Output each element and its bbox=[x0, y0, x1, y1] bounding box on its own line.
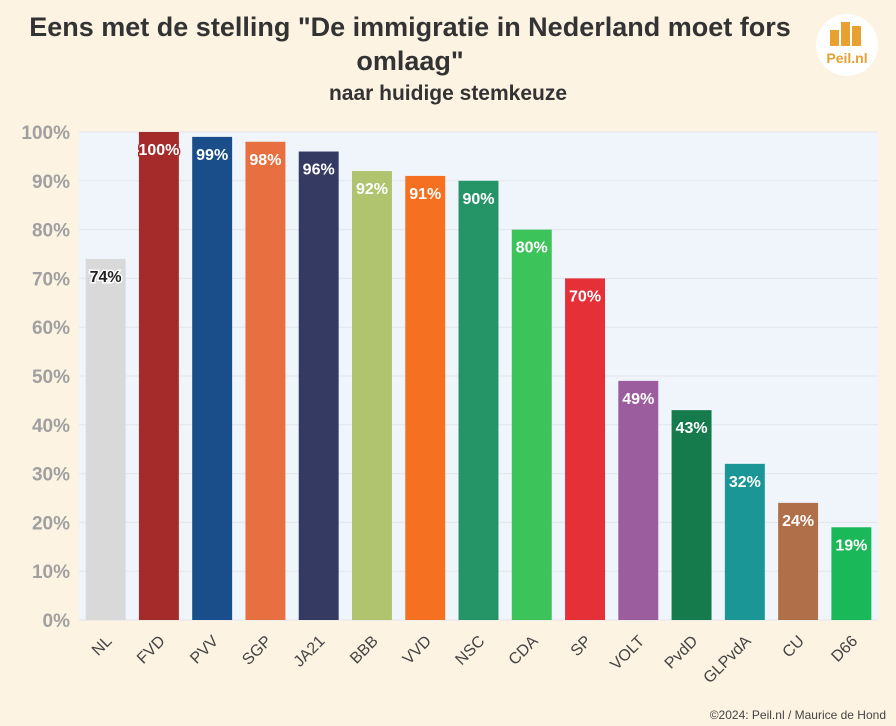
bar bbox=[245, 141, 286, 620]
data-label: 70% bbox=[569, 288, 601, 305]
bar bbox=[618, 380, 659, 620]
bar bbox=[458, 180, 499, 621]
chart-subtitle: naar huidige stemkeuze bbox=[328, 82, 568, 105]
y-tick-label: 80% bbox=[32, 221, 70, 242]
bar bbox=[298, 151, 339, 620]
y-tick-label: 40% bbox=[32, 416, 70, 437]
x-tick-label: VVD bbox=[400, 633, 435, 668]
data-label: 91% bbox=[409, 186, 441, 203]
x-tick-label: CDA bbox=[506, 633, 542, 669]
bar bbox=[671, 410, 712, 620]
chart-title: Eens met de stelling "De immigratie in N… bbox=[0, 10, 820, 78]
x-tick-label: GLPvdA bbox=[701, 633, 755, 687]
bar-chart: 0% 10% 20% 30% 40% 50% 60% 70% 80% 90% 100% 74% NL 10… bbox=[21, 123, 878, 687]
data-label: 100% bbox=[138, 142, 179, 159]
data-label: 43% bbox=[676, 420, 708, 437]
y-tick-label: 20% bbox=[32, 513, 70, 534]
chart-title-line1: Eens met de stelling "De immigratie in N… bbox=[29, 12, 791, 42]
data-label: 24% bbox=[782, 513, 814, 530]
x-tick-label: NL bbox=[89, 633, 116, 660]
bar-logo-icon bbox=[830, 22, 861, 46]
peil-logo: Peil.nl bbox=[816, 14, 878, 76]
bar bbox=[565, 278, 606, 620]
x-tick-label: VOLT bbox=[607, 633, 648, 674]
x-tick-label: JA21 bbox=[291, 633, 329, 671]
x-tick-label: PVV bbox=[187, 633, 222, 668]
x-tick-label: FVD bbox=[134, 633, 169, 668]
bar bbox=[192, 136, 233, 620]
bar bbox=[351, 171, 392, 621]
bar bbox=[405, 175, 446, 621]
y-tick-label: 100% bbox=[21, 123, 70, 144]
data-label: 99% bbox=[196, 147, 228, 164]
chart-title-line2: omlaag" bbox=[356, 46, 464, 76]
bar bbox=[778, 502, 819, 620]
x-tick-label: NSC bbox=[452, 633, 488, 669]
y-tick-label: 60% bbox=[32, 318, 70, 339]
data-label: 90% bbox=[462, 191, 494, 208]
x-tick-label: D66 bbox=[828, 633, 861, 666]
x-tick-label: SGP bbox=[239, 633, 275, 669]
x-tick-label: SP bbox=[568, 633, 595, 660]
y-tick-label: 50% bbox=[32, 367, 70, 388]
bar bbox=[724, 463, 765, 620]
y-tick-label: 30% bbox=[32, 465, 70, 486]
data-label: 74% bbox=[90, 269, 122, 286]
data-label: 98% bbox=[249, 152, 281, 169]
x-tick-label: PvdD bbox=[662, 633, 702, 673]
data-label: 49% bbox=[622, 391, 654, 408]
y-tick-label: 10% bbox=[32, 562, 70, 583]
data-label: 32% bbox=[729, 474, 761, 491]
bar bbox=[511, 229, 552, 620]
data-label: 92% bbox=[356, 181, 388, 198]
credit-text: ©2024: Peil.nl / Maurice de Hond bbox=[709, 708, 886, 722]
bar bbox=[85, 258, 126, 620]
data-label: 96% bbox=[303, 162, 335, 179]
data-label: 19% bbox=[835, 537, 867, 554]
y-tick-label: 0% bbox=[43, 611, 71, 632]
bar bbox=[138, 132, 179, 620]
data-label: 80% bbox=[516, 240, 548, 257]
bar bbox=[831, 527, 872, 620]
y-tick-label: 70% bbox=[32, 269, 70, 290]
logo-text: Peil.nl bbox=[826, 50, 868, 66]
x-tick-label: CU bbox=[780, 633, 808, 661]
x-tick-label: BBB bbox=[347, 633, 382, 668]
y-tick-label: 90% bbox=[32, 172, 70, 193]
